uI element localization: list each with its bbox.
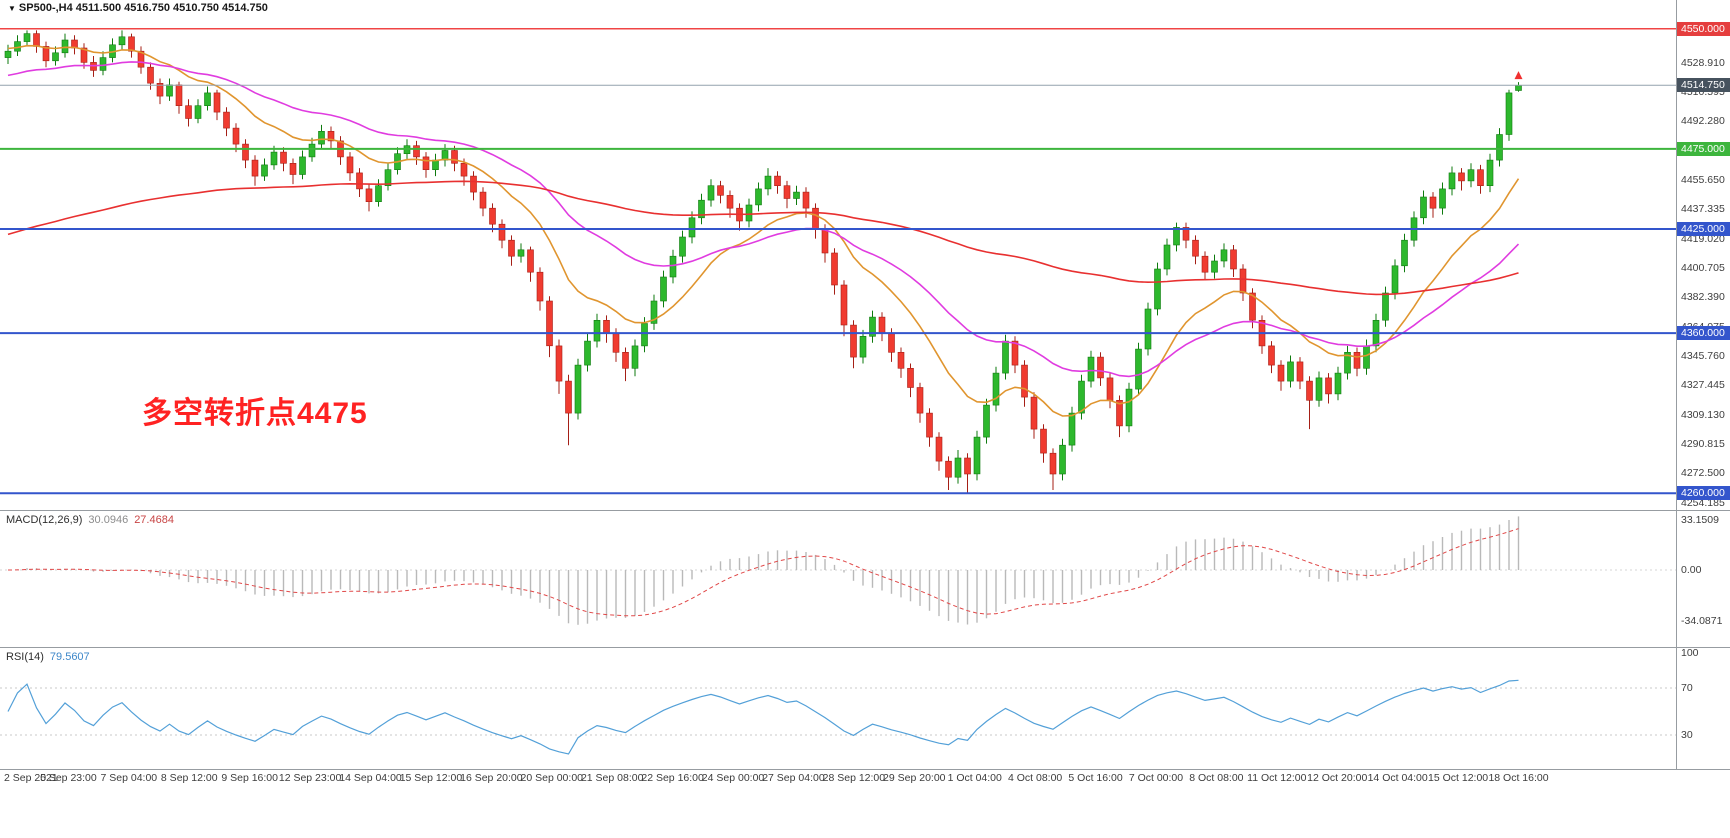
- rsi-value: 79.5607: [49, 651, 90, 663]
- time-axis-label[interactable]: 15 Oct 12:00: [1428, 772, 1489, 784]
- time-axis-label[interactable]: 22 Sep 16:00: [641, 772, 704, 784]
- time-axis-label[interactable]: 12 Sep 23:00: [278, 772, 342, 784]
- price-axis-label: 4528.910: [1681, 56, 1725, 69]
- price-axis-label: 4455.650: [1681, 173, 1725, 186]
- price-arrow-icon: [1514, 71, 1523, 80]
- ma-slow-red-line[interactable]: [7, 180, 1519, 296]
- time-axis-label[interactable]: 11 Oct 12:00: [1247, 772, 1307, 784]
- price-axis-label: 4492.280: [1681, 115, 1725, 128]
- time-axis-label[interactable]: 7 Sep 04:00: [100, 772, 158, 784]
- time-axis-label[interactable]: 12 Oct 20:00: [1307, 772, 1368, 784]
- macd-indicator-label: MACD(12,26,9) 30.0946 27.4684: [6, 514, 174, 526]
- price-axis-label: 4309.130: [1681, 408, 1725, 421]
- time-axis-label[interactable]: 7 Oct 00:00: [1128, 772, 1184, 784]
- price-axis-label: 4290.815: [1681, 437, 1725, 450]
- time-axis-label[interactable]: 8 Oct 08:00: [1189, 772, 1244, 784]
- price-axis-label: 4327.445: [1681, 379, 1725, 392]
- macd-axis-label: -34.0871: [1681, 615, 1723, 628]
- macd-axis-label: 0.00: [1681, 564, 1702, 576]
- chart-symbol-icon: ▼: [8, 4, 16, 13]
- time-axis-label[interactable]: 5 Oct 16:00: [1068, 772, 1123, 784]
- time-axis-label[interactable]: 24 Sep 00:00: [701, 772, 765, 784]
- rsi-name: RSI(14): [6, 651, 44, 663]
- rsi-axis-label: 30: [1681, 729, 1693, 741]
- rsi-axis-label: 70: [1681, 682, 1693, 694]
- support-line-4360-label[interactable]: 4360.000: [1677, 326, 1730, 341]
- symbol-ohlc-text: SP500-,H4 4511.500 4516.750 4510.750 451…: [18, 2, 268, 14]
- macd-main-value: 30.0946: [88, 514, 129, 526]
- symbol-ohlc-header: ▼ SP500-,H4 4511.500 4516.750 4510.750 45…: [8, 2, 268, 14]
- macd-axis-label: 33.1509: [1681, 514, 1719, 527]
- time-axis-label[interactable]: 15 Sep 12:00: [399, 772, 463, 784]
- time-axis-label[interactable]: 18 Oct 16:00: [1488, 772, 1549, 784]
- rsi-indicator-label: RSI(14) 79.5607: [6, 651, 90, 663]
- macd-signal-line: [7, 528, 1519, 617]
- price-axis-label: 4272.500: [1681, 467, 1725, 480]
- macd-signal-value: 27.4684: [134, 514, 174, 526]
- candles-series: [4, 30, 1522, 494]
- annotation-text-object[interactable]: 多空转折点4475: [142, 397, 368, 430]
- time-axis-label[interactable]: 1 Oct 04:00: [947, 772, 1002, 784]
- time-axis-label[interactable]: 27 Sep 04:00: [762, 772, 825, 784]
- time-axis-label[interactable]: 21 Sep 08:00: [580, 772, 644, 784]
- price-axis-label: 4437.335: [1681, 203, 1725, 216]
- rsi-axis-label: 100: [1681, 646, 1699, 659]
- time-axis-label[interactable]: 16 Sep 20:00: [460, 772, 523, 784]
- time-axis-label[interactable]: 14 Oct 04:00: [1367, 772, 1428, 784]
- price-axis-label: 4345.760: [1681, 349, 1725, 362]
- resistance-line-4550-label[interactable]: 4550.000: [1677, 21, 1730, 36]
- time-axis-label[interactable]: 20 Sep 00:00: [520, 772, 584, 784]
- time-axis-label[interactable]: 29 Sep 20:00: [883, 772, 946, 784]
- time-axis-label[interactable]: 14 Sep 04:00: [339, 772, 402, 784]
- time-axis-label[interactable]: 9 Sep 16:00: [221, 772, 278, 784]
- price-axis-label: 4400.705: [1681, 261, 1725, 274]
- time-axis-label[interactable]: 4 Oct 08:00: [1007, 772, 1063, 784]
- time-axis-label[interactable]: 5 Sep 23:00: [40, 772, 97, 784]
- macd-name: MACD(12,26,9): [6, 514, 83, 526]
- time-axis-label[interactable]: 8 Sep 12:00: [160, 772, 218, 784]
- ma-fast-gold-line[interactable]: [7, 44, 1520, 417]
- time-axis-label[interactable]: 28 Sep 12:00: [822, 772, 886, 784]
- current-price-line-label[interactable]: 4514.750: [1677, 78, 1730, 93]
- ma-mid-magenta-line[interactable]: [7, 61, 1520, 378]
- pivot-line-4475-label[interactable]: 4475.000: [1677, 141, 1730, 156]
- support-line-4425-label[interactable]: 4425.000: [1677, 221, 1730, 236]
- support-line-4260-label[interactable]: 4260.000: [1677, 486, 1730, 501]
- macd-histogram: [16, 516, 1520, 625]
- price-axis-label: 4382.390: [1681, 291, 1725, 304]
- rsi-line: [7, 679, 1519, 755]
- time-axis-label[interactable]: 2 Sep 2021: [4, 772, 58, 784]
